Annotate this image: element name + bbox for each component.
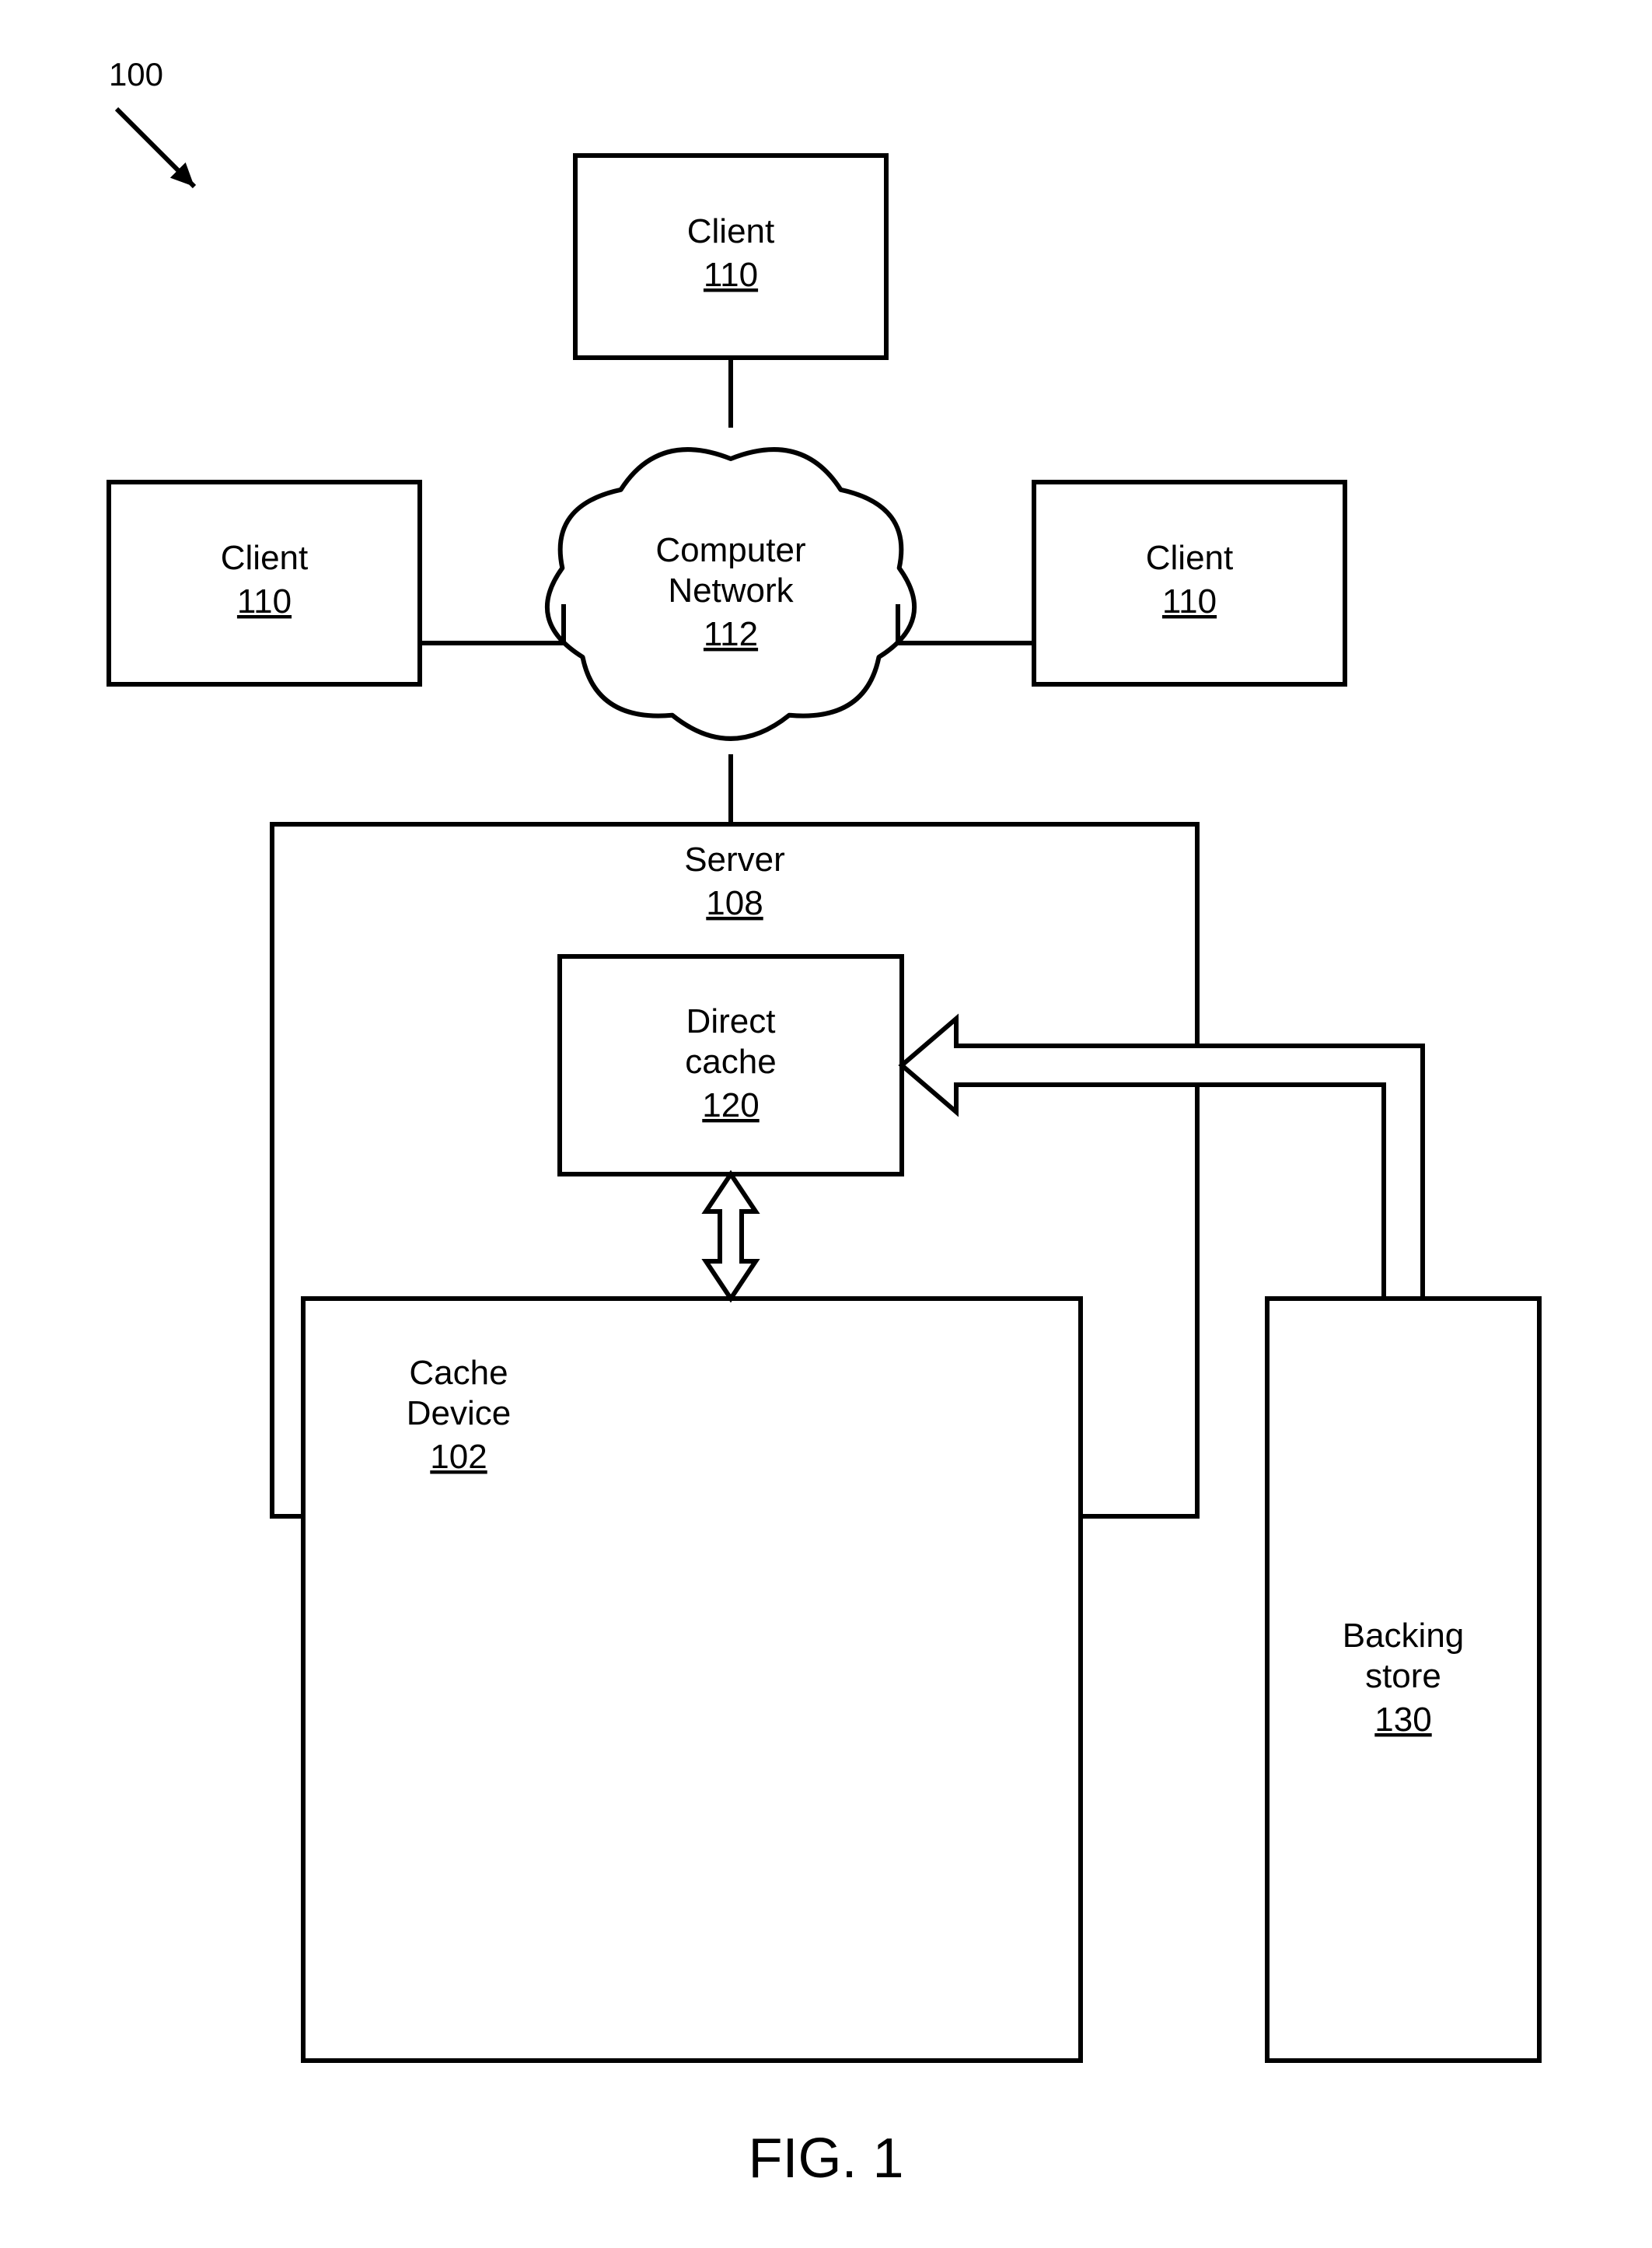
svg-text:Network: Network [668, 572, 794, 610]
edge-directcache-cachedevice [706, 1174, 756, 1299]
client-top-node: Client 110 [575, 156, 886, 358]
svg-text:Client: Client [687, 212, 775, 250]
svg-text:100: 100 [109, 56, 163, 93]
svg-text:store: store [1365, 1657, 1441, 1695]
cache-device-node: CacheDevice 102 [303, 1299, 1081, 2061]
direct-cache-node: Directcache 120 [560, 956, 902, 1174]
edge-client-left-network [420, 604, 564, 643]
svg-text:Client: Client [1146, 539, 1234, 577]
svg-text:Backing: Backing [1343, 1617, 1465, 1655]
svg-text:108: 108 [706, 884, 763, 922]
backing-store-node: Backingstore 130 [1267, 1299, 1539, 2061]
edge-client-right-network [898, 604, 1034, 643]
svg-text:Device: Device [407, 1394, 512, 1432]
svg-text:102: 102 [430, 1438, 487, 1476]
svg-text:112: 112 [704, 615, 758, 653]
svg-text:110: 110 [1162, 582, 1217, 621]
svg-text:Direct: Direct [686, 1002, 776, 1040]
svg-text:110: 110 [704, 256, 758, 294]
figure-caption: FIG. 1 [748, 2127, 903, 2190]
svg-text:110: 110 [237, 582, 292, 621]
network-cloud-node: ComputerNetwork 112 [547, 449, 914, 739]
client-left-node: Client 110 [109, 482, 420, 684]
edge-backingstore-directcache [902, 1019, 1423, 1299]
svg-text:Cache: Cache [409, 1354, 508, 1392]
svg-text:Computer: Computer [655, 531, 805, 569]
figure-ref-annotation: 100 [109, 56, 194, 187]
svg-text:Client: Client [221, 539, 309, 577]
svg-text:Server: Server [684, 841, 785, 879]
svg-text:130: 130 [1374, 1701, 1431, 1739]
svg-text:cache: cache [685, 1043, 776, 1081]
svg-text:120: 120 [702, 1086, 759, 1124]
client-right-node: Client 110 [1034, 482, 1345, 684]
